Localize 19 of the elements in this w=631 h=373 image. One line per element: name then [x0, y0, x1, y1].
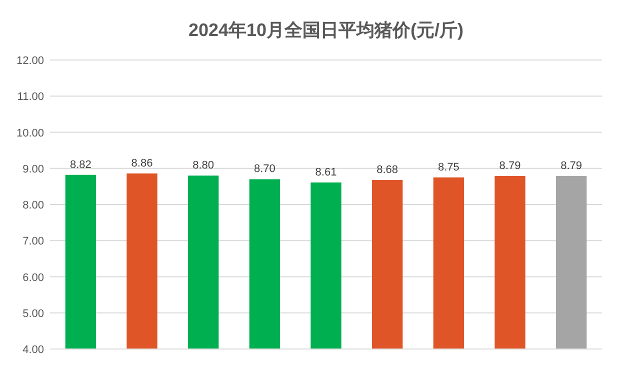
y-tick-label: 11.00	[17, 91, 44, 104]
data-label: 8.75	[438, 161, 460, 174]
data-label: 8.86	[131, 157, 153, 170]
data-label: 8.68	[376, 164, 398, 176]
data-label: 8.61	[315, 166, 337, 178]
chart-title: 2024年10月全国日平均猪价(元/斤)	[188, 20, 464, 40]
y-tick-label: 6.00	[22, 272, 44, 284]
data-label: 8.70	[254, 163, 276, 176]
y-tick-label: 7.00	[22, 236, 44, 248]
data-label: 8.79	[499, 160, 521, 172]
y-tick-label: 9.00	[22, 163, 44, 176]
data-label: 8.80	[192, 160, 214, 172]
y-tick-label: 12.00	[16, 55, 44, 67]
y-tick-label: 5.00	[22, 308, 44, 320]
y-tick-label: 10.00	[16, 127, 44, 140]
y-tick-label: 4.00	[22, 344, 44, 356]
y-tick-label: 8.00	[22, 200, 44, 212]
data-label: 8.82	[70, 158, 92, 171]
data-label: 8.79	[560, 160, 582, 172]
